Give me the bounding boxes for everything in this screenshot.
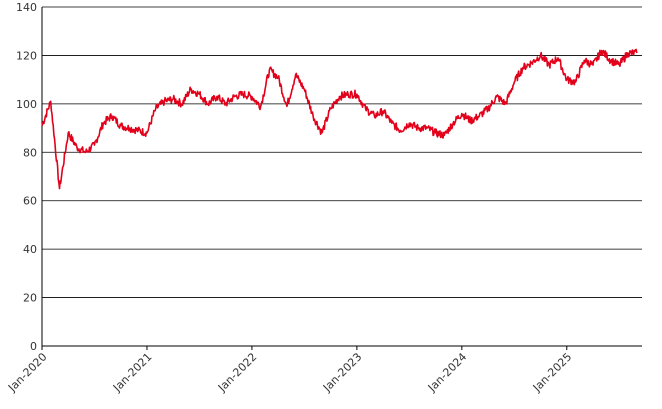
- y-tick-label-60: 60: [23, 195, 37, 208]
- x-tick-label: Jan-2021: [110, 350, 154, 394]
- y-tick-label-80: 80: [23, 146, 37, 159]
- gridlines: [41, 6, 642, 347]
- series-group: [41, 48, 638, 190]
- y-tick-label-120: 120: [16, 49, 37, 62]
- y-tick-label-0: 0: [30, 340, 37, 353]
- x-tick-label: Jan-2024: [425, 350, 469, 394]
- y-tick-label-20: 20: [23, 292, 37, 305]
- y-tick-label-100: 100: [16, 98, 37, 111]
- y-tick-labels: 0 20 40 60 80 100 120 140: [16, 1, 37, 353]
- y-tick-label-140: 140: [16, 1, 37, 14]
- series-line: [41, 48, 638, 190]
- x-tick-labels: Jan-2020 Jan-2021 Jan-2022 Jan-2023 Jan-2024…: [5, 346, 574, 395]
- x-tick-label: Jan-2025: [530, 350, 574, 394]
- x-tick-label: Jan-2022: [215, 350, 259, 394]
- x-tick-label: Jan-2020: [5, 350, 49, 394]
- x-tick-label: Jan-2023: [320, 350, 364, 394]
- y-tick-label-40: 40: [23, 243, 37, 256]
